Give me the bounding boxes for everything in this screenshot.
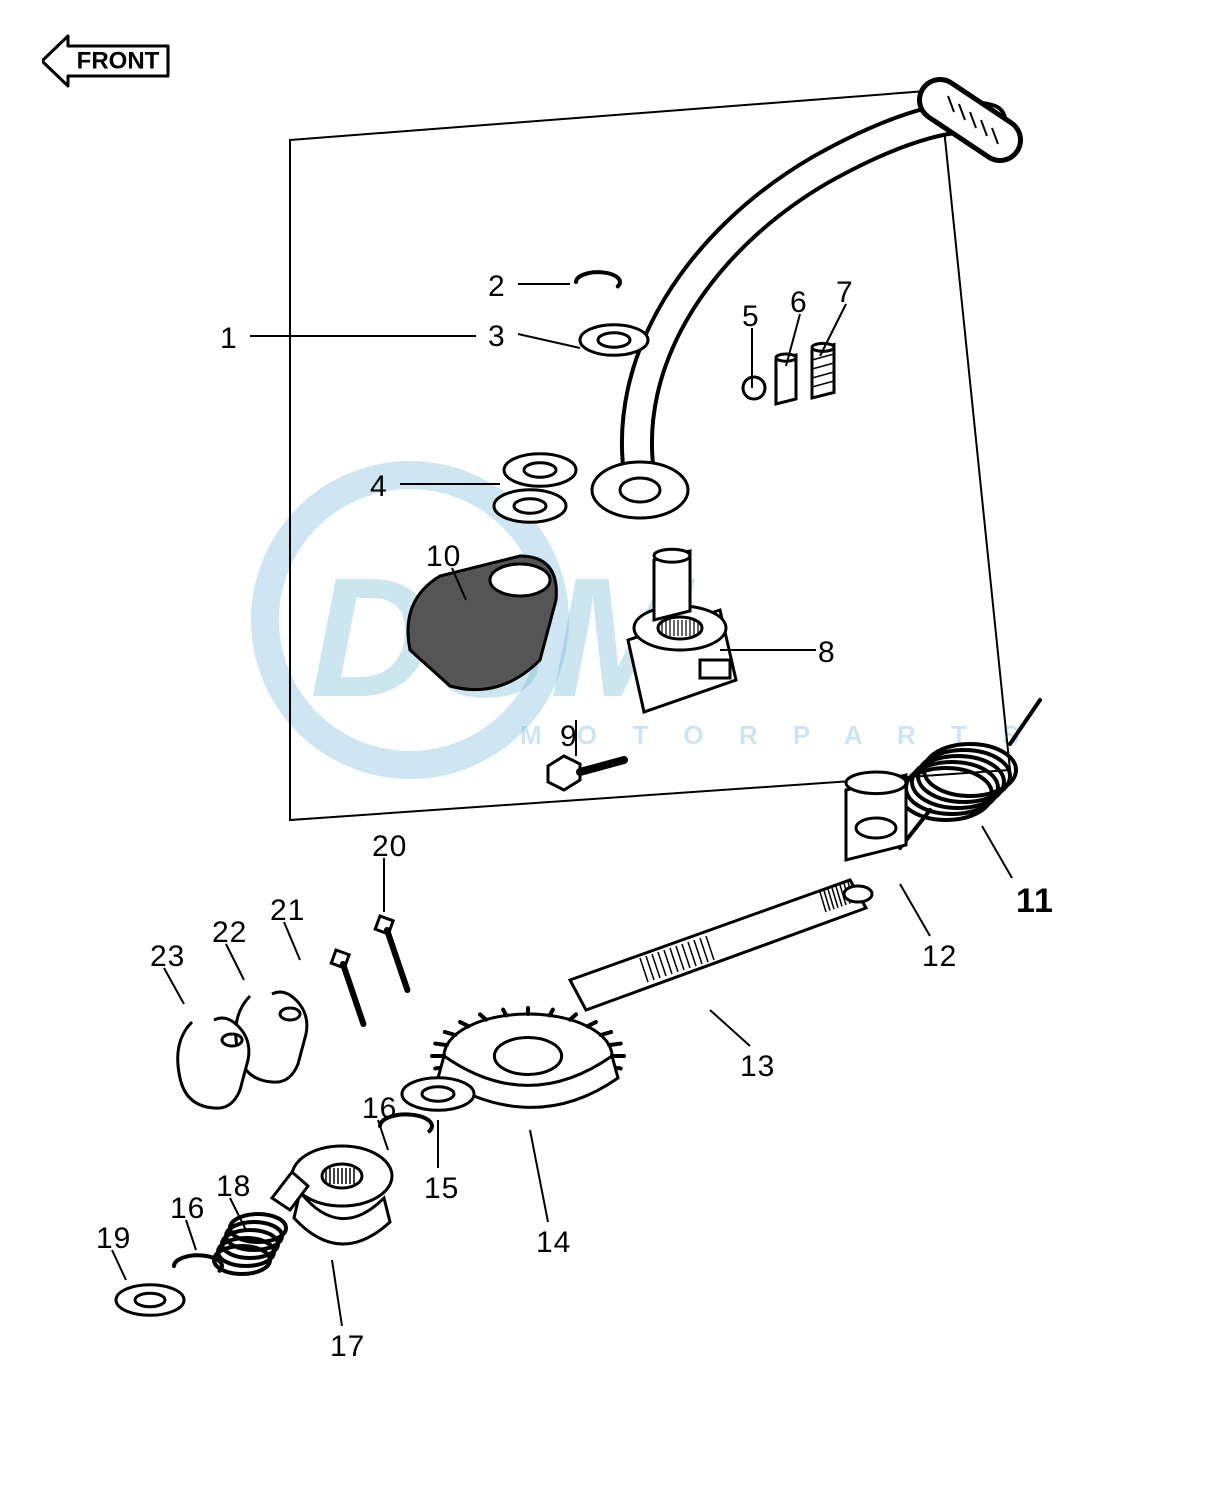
callout-12: 12 — [922, 940, 957, 974]
callout-13: 13 — [740, 1050, 775, 1084]
callout-22: 22 — [212, 916, 247, 950]
callout-1: 1 — [220, 322, 238, 356]
callout-21: 21 — [270, 894, 305, 928]
callout-15: 15 — [424, 1172, 459, 1206]
callout-19: 19 — [96, 1222, 131, 1256]
leader-lines — [0, 0, 1208, 1510]
callout-5: 5 — [742, 300, 760, 334]
callout-3: 3 — [488, 320, 506, 354]
callout-6: 6 — [790, 286, 808, 320]
callout-9: 9 — [560, 720, 578, 754]
callout-4: 4 — [370, 470, 388, 504]
callout-16: 16 — [170, 1192, 205, 1226]
callout-16: 16 — [362, 1092, 397, 1126]
callout-7: 7 — [836, 276, 854, 310]
callout-8: 8 — [818, 636, 836, 670]
callout-10: 10 — [426, 540, 461, 574]
callout-11: 11 — [1016, 882, 1054, 921]
callout-14: 14 — [536, 1226, 571, 1260]
callout-2: 2 — [488, 270, 506, 304]
callout-18: 18 — [216, 1170, 251, 1204]
diagram-canvas: FRONT DSM M O T O R P A R T S 1234567891… — [0, 0, 1208, 1510]
callout-20: 20 — [372, 830, 407, 864]
callout-23: 23 — [150, 940, 185, 974]
callout-17: 17 — [330, 1330, 365, 1364]
